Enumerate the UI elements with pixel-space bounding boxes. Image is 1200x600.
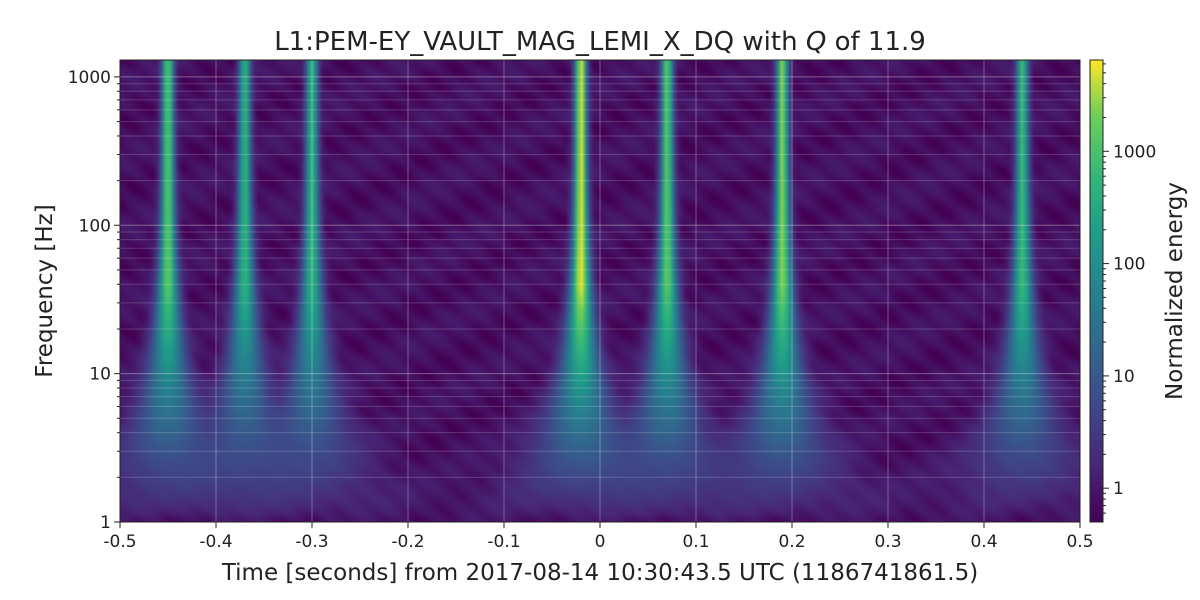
colorbar-ticks: 1 10 100 1000 [1103, 63, 1156, 514]
colorbar-tick-label: 1 [1113, 479, 1124, 499]
colorbar-tick-label: 100 [1113, 255, 1145, 275]
colorbar-label: Normalized energy [1162, 182, 1188, 400]
title-q-symbol: Q [806, 27, 826, 57]
spectrogram-heatmap [120, 60, 1080, 522]
x-tick-label: -0.3 [295, 532, 328, 552]
x-axis-ticks: -0.5 -0.4 -0.3 -0.2 -0.1 0 0.1 0.2 0.3 0.4 0.5 [103, 522, 1094, 552]
y-axis-ticks: 1 10 100 1000 [68, 68, 120, 533]
x-tick-label: -0.2 [391, 532, 424, 552]
colorbar: 1 10 100 1000 [1089, 59, 1156, 523]
y-tick-label: 100 [79, 216, 111, 236]
x-tick-label: 0.2 [778, 532, 805, 552]
x-tick-label: -0.1 [487, 532, 520, 552]
heatmap-image [120, 60, 1080, 522]
plot-area: -0.5 -0.4 -0.3 -0.2 -0.1 0 0.1 0.2 0.3 0.4 0.5 1 10… [68, 59, 1094, 552]
x-tick-label: -0.5 [103, 532, 136, 552]
x-tick-label: 0.5 [1066, 532, 1093, 552]
colorbar-tick-label: 10 [1113, 367, 1135, 387]
title-suffix: of 11.9 [826, 27, 925, 57]
x-tick-label: 0 [595, 532, 606, 552]
y-axis-label: Frequency [Hz] [32, 204, 58, 377]
chart-title: L1:PEM-EY_VAULT_MAG_LEMI_X_DQ with Q of … [274, 27, 926, 57]
x-tick-label: 0.4 [970, 532, 997, 552]
y-tick-label: 1 [100, 513, 111, 533]
x-tick-label: 0.3 [874, 532, 901, 552]
y-tick-label: 1000 [68, 68, 111, 88]
x-axis-label: Time [seconds] from 2017-08-14 10:30:43.… [221, 560, 978, 586]
x-tick-label: -0.4 [199, 532, 232, 552]
title-prefix: L1:PEM-EY_VAULT_MAG_LEMI_X_DQ with [274, 27, 806, 57]
colorbar-gradient [1089, 59, 1104, 523]
colorbar-tick-label: 1000 [1113, 142, 1156, 162]
grid-lines [120, 60, 1080, 522]
y-tick-label: 10 [89, 365, 111, 385]
x-tick-label: 0.1 [682, 532, 709, 552]
